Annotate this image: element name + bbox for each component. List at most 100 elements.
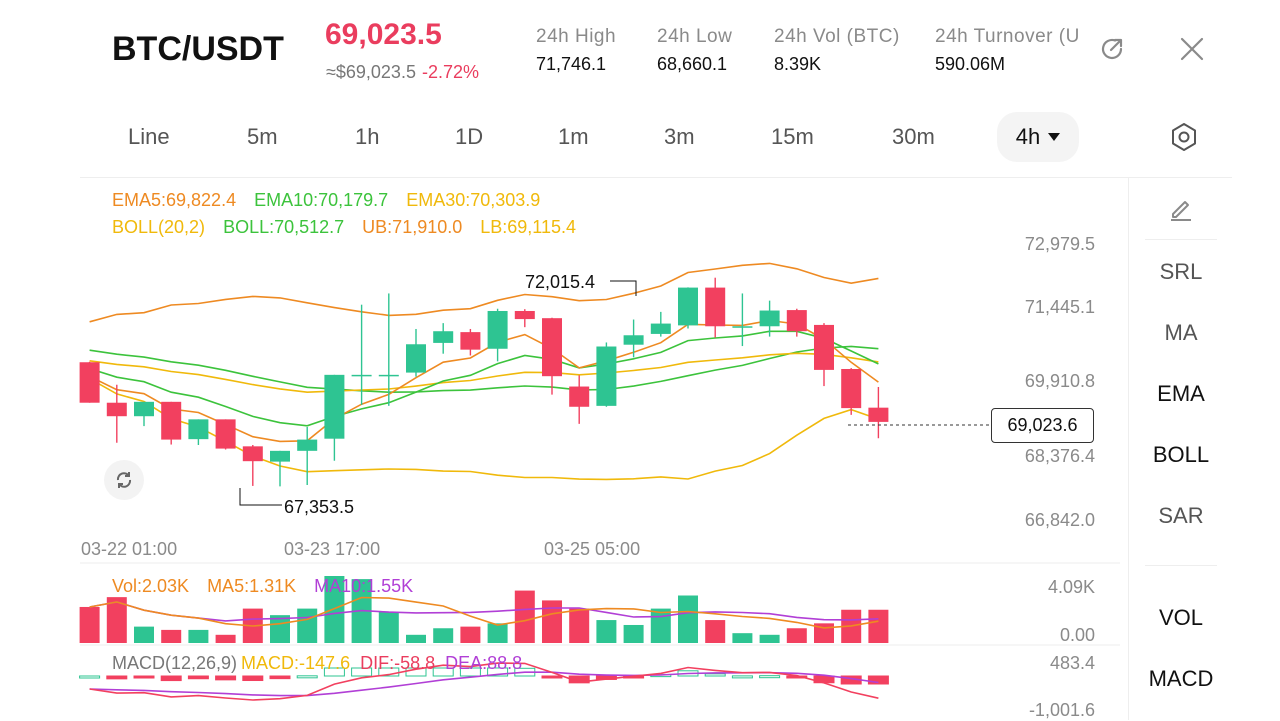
volume-legend: Vol:2.03K MA5:1.31K MA10:1.55K: [112, 576, 431, 597]
sidebar-item-boll[interactable]: BOLL: [1152, 442, 1210, 467]
indicator-sidebar: SRL MA EMA BOLL SAR VOL MACD: [1128, 178, 1232, 720]
volume-bar: [705, 620, 726, 643]
y-tick: 72,979.5: [1024, 234, 1095, 254]
candle-body: [324, 374, 345, 439]
ema-legend: EMA5:69,822.4 EMA10:70,179.7 EMA30:70,303.…: [112, 190, 558, 211]
chart-top-divider: [80, 177, 1232, 178]
pencil-icon[interactable]: [1129, 194, 1233, 228]
candle-body: [378, 374, 399, 377]
tab-1h[interactable]: 1h: [355, 124, 380, 149]
candle-body: [814, 324, 834, 370]
vol-y-tick: 0.00: [1059, 625, 1095, 645]
last-price: 69,023.5: [325, 18, 442, 51]
tab-5m[interactable]: 5m: [247, 124, 278, 149]
volume-ma-lines: [89, 596, 879, 629]
close-icon[interactable]: [1176, 33, 1208, 65]
sidebar-item-ma[interactable]: MA: [1164, 320, 1198, 345]
volume-bar: [868, 609, 889, 643]
sidebar-item-sar[interactable]: SAR: [1158, 503, 1204, 528]
x-tick: 03-23 17:00: [284, 539, 381, 559]
volume-bar: [732, 633, 753, 643]
candle-body: [460, 332, 481, 350]
candle-body: [351, 374, 372, 377]
macd-histogram-bar: [541, 675, 563, 679]
candle-body: [705, 287, 726, 327]
high-annotation-leader: [610, 280, 637, 296]
stat-label: 24h Low: [657, 26, 733, 47]
volume-bar: [161, 629, 182, 643]
vol-y-tick: 4.09K: [1047, 577, 1095, 597]
tab-1m[interactable]: 1m: [558, 124, 589, 149]
settings-hexagon-icon[interactable]: [1168, 120, 1200, 154]
stat-value: 71,746.1: [536, 54, 607, 74]
volume-bar: [297, 608, 318, 643]
tab-3m[interactable]: 3m: [664, 124, 695, 149]
candle-body: [433, 331, 454, 343]
candle-body: [106, 402, 127, 417]
sidebar-item-srl[interactable]: SRL: [1159, 259, 1203, 284]
volume-bar: [215, 634, 236, 643]
dea-legend: DEA:88.8: [445, 653, 523, 673]
share-icon-graphic: [1101, 38, 1123, 60]
last-price-tag: 69,023.6: [991, 408, 1094, 443]
stat-label: 24h Turnover (U: [935, 26, 1080, 47]
candle-body: [596, 346, 617, 406]
candle-body: [188, 419, 209, 440]
stat-24h-turnover: 24h Turnover (U 590.06M: [935, 26, 1085, 75]
vol-legend: Vol:2.03K: [112, 576, 190, 596]
tab-line[interactable]: Line: [128, 124, 170, 149]
tab-30m[interactable]: 30m: [892, 124, 935, 149]
volume-bar: [596, 620, 617, 643]
candle-body: [623, 335, 644, 345]
tab-1d[interactable]: 1D: [455, 124, 484, 149]
ema5-legend: EMA5:69,822.4: [112, 190, 237, 210]
high-annotation: 72,015.4: [525, 272, 596, 292]
volume-bar: [569, 608, 590, 643]
stat-label: 24h Vol (BTC): [774, 26, 900, 47]
macd-histogram-bar: [459, 667, 481, 677]
volume-ma5-line: [89, 596, 879, 629]
candle-body: [542, 318, 562, 377]
volume-bar: [406, 634, 426, 643]
bollinger-bands: [89, 262, 879, 481]
volume-ma10-line: [89, 601, 879, 622]
volume-bar: [786, 628, 807, 643]
share-icon[interactable]: [1096, 33, 1128, 65]
sidebar-item-macd[interactable]: MACD: [1148, 666, 1214, 691]
volume-bar: [134, 626, 154, 643]
converted-price-row: ≈$69,023.5 -2.72%: [326, 62, 479, 83]
ema30-legend: EMA30:70,303.9: [406, 190, 541, 210]
candle-body: [161, 401, 182, 440]
boll-mid-line: [89, 345, 879, 394]
chart-reset-button[interactable]: [104, 460, 144, 500]
boll-legend: BOLL(20,2) BOLL:70,512.7 UB:71,910.0 LB:69,…: [112, 217, 594, 238]
sidebar-item-ema[interactable]: EMA: [1157, 381, 1205, 406]
x-tick: 03-22 01:00: [81, 539, 178, 559]
y-tick: 71,445.1: [1024, 297, 1095, 317]
volume-bar: [433, 628, 454, 643]
candle-body: [297, 439, 318, 451]
candle-body: [514, 310, 535, 320]
candle-body: [406, 344, 426, 373]
macd-histogram-bar: [79, 675, 101, 679]
boll-lb-legend: LB:69,115.4: [480, 217, 576, 237]
stat-24h-high: 24h High 71,746.1: [536, 26, 616, 75]
stat-24h-low: 24h Low 68,660.1: [657, 26, 732, 75]
y-tick: 68,376.4: [1024, 446, 1095, 466]
ema10-line: [89, 330, 879, 427]
boll-mid-legend: BOLL:70,512.7: [223, 217, 345, 237]
trading-pair-title[interactable]: BTC/USDT: [112, 30, 284, 68]
volume-bar: [514, 590, 535, 643]
change-percent: -2.72%: [421, 62, 480, 82]
candle-body: [868, 407, 889, 422]
x-tick: 03-25 05:00: [544, 539, 641, 559]
volume-bar: [79, 606, 100, 643]
sidebar-item-vol[interactable]: VOL: [1158, 605, 1204, 630]
tab-4h-label: 4h: [1015, 124, 1041, 149]
tab-15m[interactable]: 15m: [771, 124, 814, 149]
volume-bar: [188, 629, 209, 643]
tab-4h-dropdown[interactable]: 4h: [997, 112, 1079, 162]
macd-histogram-bar: [432, 667, 454, 677]
volume-bar: [324, 576, 345, 643]
